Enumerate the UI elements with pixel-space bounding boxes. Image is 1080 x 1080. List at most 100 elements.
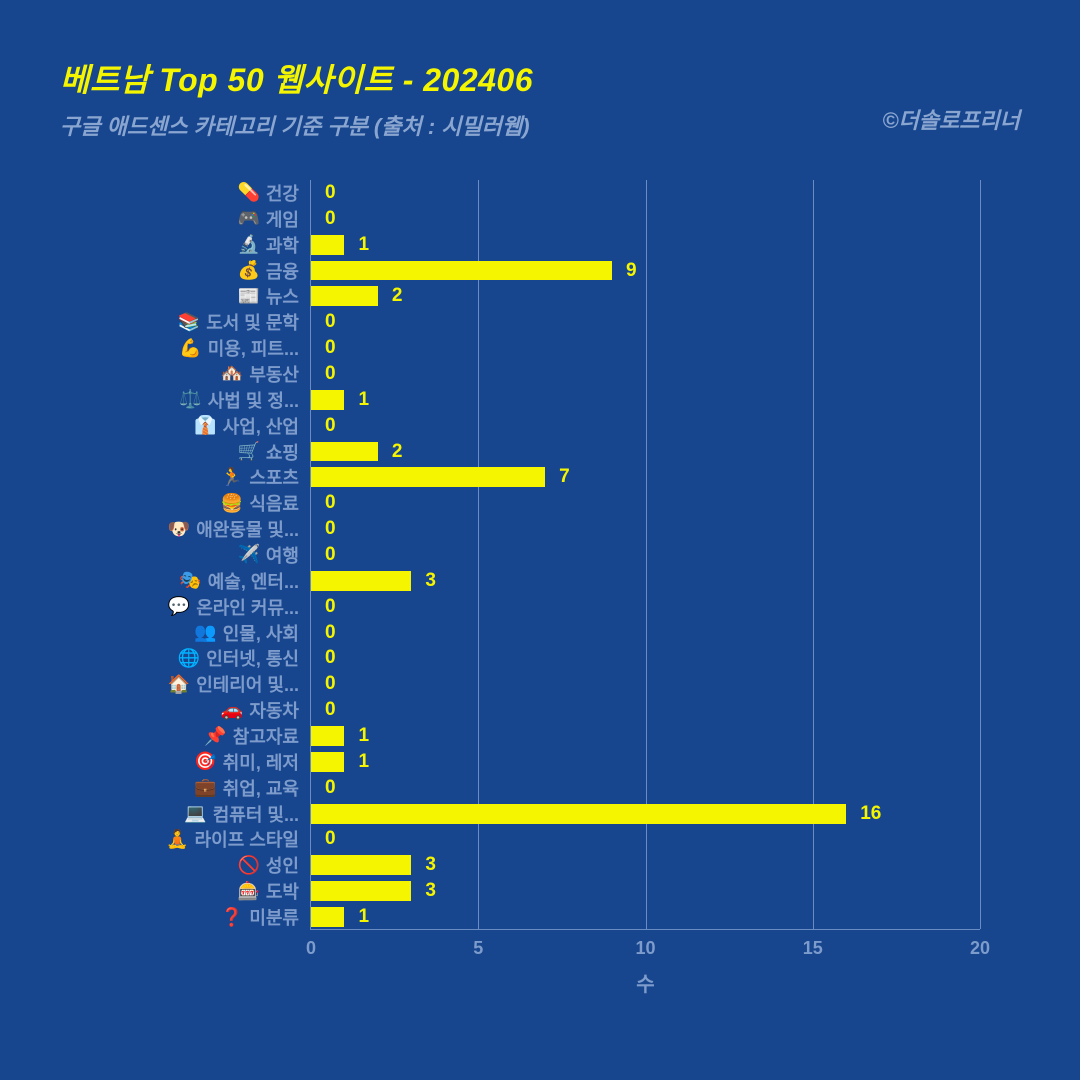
bar-row: 📌참고자료1 (311, 723, 980, 749)
bar-value-label: 0 (325, 337, 336, 359)
y-tick-label: 👔 사업, 산업 (194, 413, 311, 439)
bar (311, 855, 411, 875)
category-label: 미분류 (249, 904, 299, 930)
bar-row: 🎯취미, 레저1 (311, 749, 980, 775)
bar-row: 🚫성인3 (311, 852, 980, 878)
bar-row: 🌐인터넷, 통신0 (311, 646, 980, 672)
category-label: 취업, 교육 (223, 775, 299, 801)
y-tick-label: 🐶애완동물 및... (168, 516, 311, 542)
category-label: 뉴스 (266, 283, 299, 309)
bar-row: ❓미분류1 (311, 904, 980, 930)
category-icon: 🏃 (221, 467, 243, 488)
y-tick-label: 🧘라이프 스타일 (166, 826, 311, 852)
category-label: 여행 (266, 542, 299, 568)
bar-row: 💬온라인 커뮤...0 (311, 594, 980, 620)
bar-row: 🏃스포츠7 (311, 464, 980, 490)
category-icon: 👥 (194, 622, 216, 643)
bar (311, 752, 344, 772)
category-label: 도박 (266, 878, 299, 904)
category-icon: 🏠 (168, 674, 190, 695)
category-label: 성인 (266, 852, 299, 878)
category-icon: 🛒 (237, 441, 259, 462)
bar-value-label: 2 (392, 285, 403, 307)
bar (311, 390, 344, 410)
category-label: 미용, 피트... (208, 335, 299, 361)
x-tick-label: 10 (635, 938, 655, 959)
category-icon: 📰 (237, 286, 259, 307)
y-tick-label: 💪 미용, 피트... (179, 335, 311, 361)
category-label: 과학 (266, 232, 299, 258)
category-label: 예술, 엔터... (208, 568, 299, 594)
category-icon: 🌐 (178, 648, 200, 669)
chart-title: 베트남 Top 50 웹사이트 - 202406 (60, 55, 1020, 101)
category-icon: 💬 (168, 596, 190, 617)
bar-value-label: 1 (358, 234, 369, 256)
y-tick-label: 🎯취미, 레저 (194, 749, 311, 775)
y-tick-label: 🌐 인터넷, 통신 (178, 645, 311, 671)
y-tick-label: 🏠 인테리어 및... (168, 671, 311, 697)
bar-row: 🎰도박3 (311, 878, 980, 904)
y-tick-label: ⚖️사법 및 정... (179, 387, 311, 413)
category-label: 참고자료 (233, 723, 299, 749)
category-label: 인테리어 및... (196, 671, 299, 697)
bar-row: 💪미용, 피트...0 (311, 335, 980, 361)
category-label: 도서 및 문학 (206, 309, 299, 335)
bar (311, 881, 411, 901)
bar-row: 💊건강0 (311, 180, 980, 206)
bar-value-label: 0 (325, 777, 336, 799)
category-icon: 💼 (194, 777, 216, 798)
bar-row: 🏠인테리어 및...0 (311, 671, 980, 697)
category-icon: 📌 (204, 726, 226, 747)
x-tick-label: 5 (473, 938, 483, 959)
category-icon: 👔 (194, 415, 216, 436)
bar-value-label: 0 (325, 699, 336, 721)
category-label: 라이프 스타일 (195, 826, 299, 852)
bar-value-label: 0 (325, 828, 336, 850)
bar (311, 467, 545, 487)
category-label: 사업, 산업 (223, 413, 299, 439)
y-tick-label: 📚도서 및 문학 (178, 309, 311, 335)
bar-value-label: 0 (325, 673, 336, 695)
bar (311, 442, 378, 462)
category-label: 인터넷, 통신 (206, 645, 299, 671)
bar (311, 571, 411, 591)
category-icon: 🚫 (237, 855, 259, 876)
bar-row: 🎮게임0 (311, 206, 980, 232)
y-tick-label: 🚫 성인 (237, 852, 311, 878)
category-label: 온라인 커뮤... (196, 594, 299, 620)
bar-row: ⚖️사법 및 정...1 (311, 387, 980, 413)
category-icon: 🔬 (237, 234, 259, 255)
y-tick-label: 💻컴퓨터 및... (184, 801, 311, 827)
y-tick-label: 🎮게임 (237, 206, 311, 232)
y-tick-label: 🔬 과학 (237, 232, 311, 258)
chart-header: 베트남 Top 50 웹사이트 - 202406 구글 애드센스 카테고리 기준… (60, 55, 1020, 141)
bar-row: 📰뉴스2 (311, 283, 980, 309)
category-label: 게임 (266, 206, 299, 232)
bar-value-label: 1 (358, 751, 369, 773)
bar-value-label: 0 (325, 596, 336, 618)
grid-line (980, 180, 981, 929)
category-label: 애완동물 및... (196, 516, 299, 542)
chart-area: 범주 수 05101520💊건강0🎮게임0🔬과학1💰금융9📰뉴스2📚도서 및 문… (60, 180, 1020, 1020)
category-icon: 🎭 (179, 570, 201, 591)
bar-row: 🎭예술, 엔터...3 (311, 568, 980, 594)
bar-value-label: 9 (626, 260, 637, 282)
y-tick-label: 🛒 쇼핑 (237, 439, 311, 465)
category-icon: 💊 (237, 182, 259, 203)
bar-row: 🏘️부동산0 (311, 361, 980, 387)
category-icon: 💪 (179, 338, 201, 359)
category-label: 쇼핑 (266, 439, 299, 465)
category-label: 자동차 (249, 697, 299, 723)
y-tick-label: 🏘️부동산 (221, 361, 311, 387)
chart-attribution: ©더솔로프리너 (882, 103, 1020, 135)
bar-value-label: 0 (325, 492, 336, 514)
x-tick-label: 20 (970, 938, 990, 959)
x-tick-label: 0 (306, 938, 316, 959)
bar (311, 235, 344, 255)
y-tick-label: 🍔식음료 (221, 490, 311, 516)
bar (311, 907, 344, 927)
bar (311, 286, 378, 306)
bar-row: 💻컴퓨터 및...16 (311, 801, 980, 827)
bar-value-label: 0 (325, 208, 336, 230)
bar-row: 🛒쇼핑2 (311, 439, 980, 465)
